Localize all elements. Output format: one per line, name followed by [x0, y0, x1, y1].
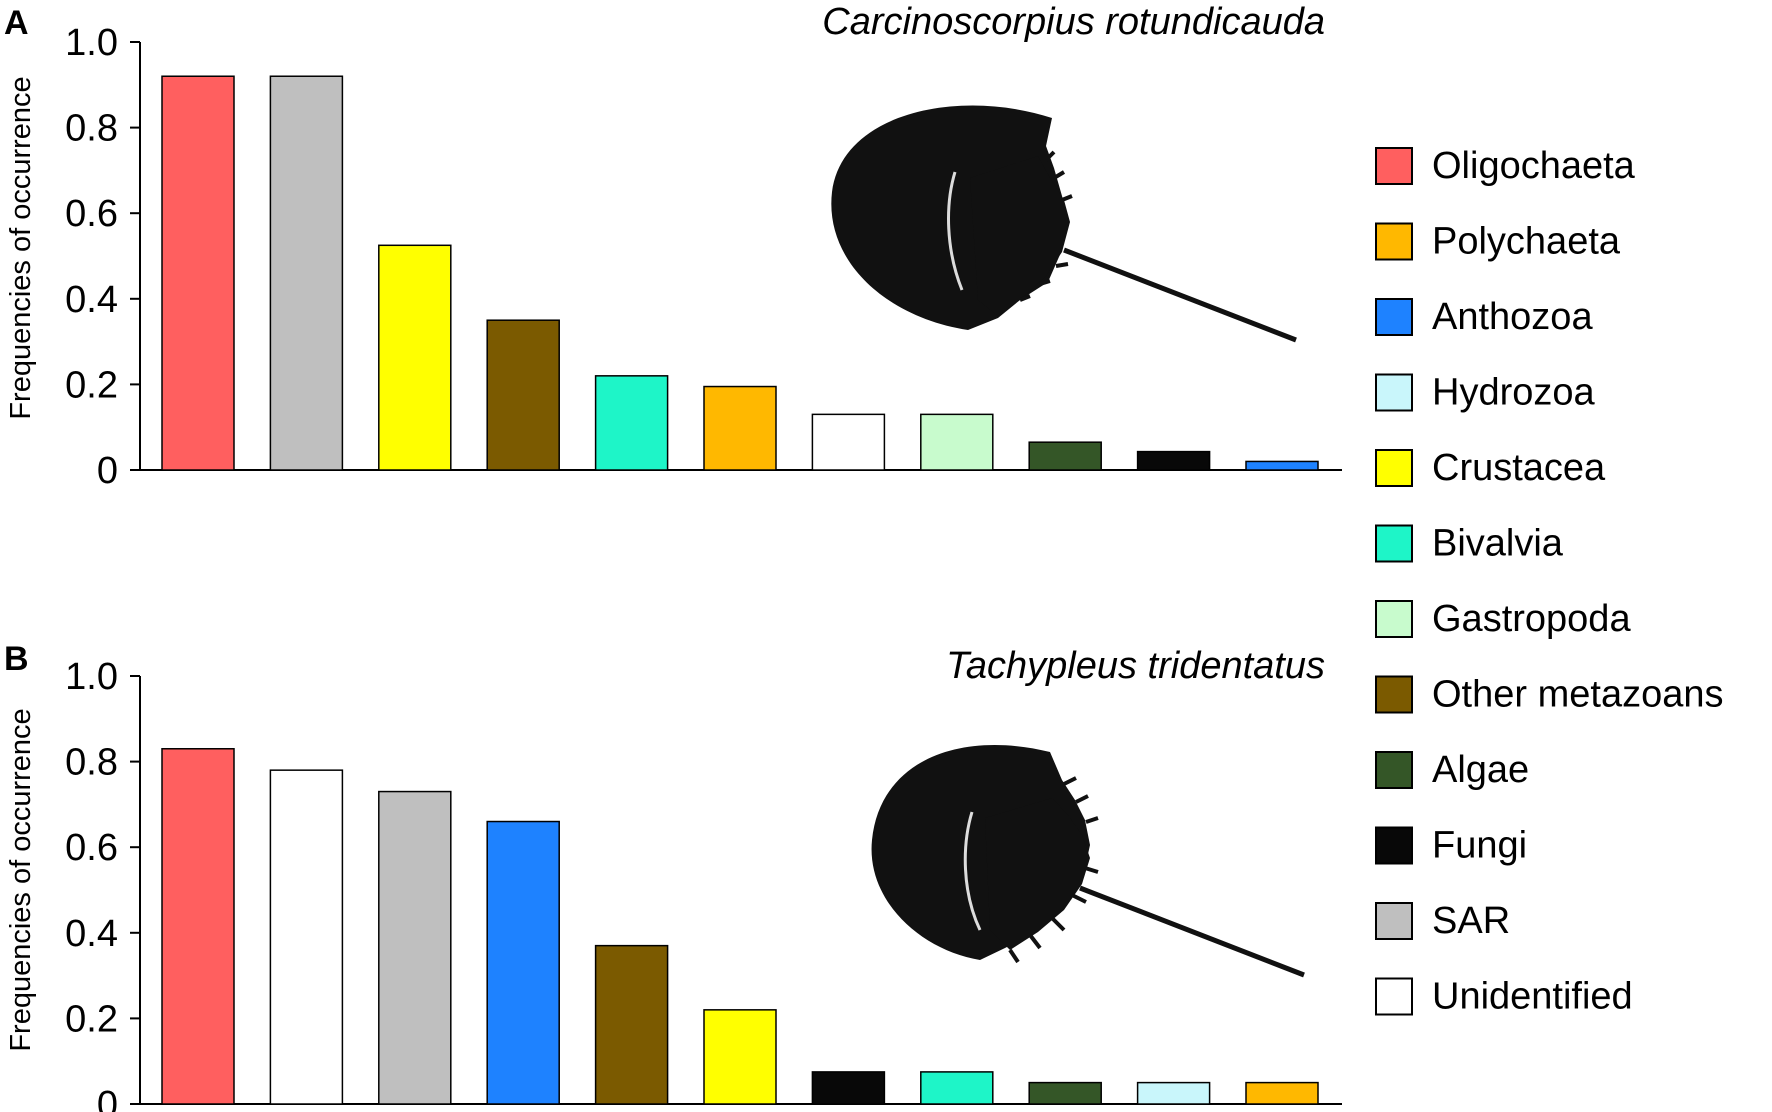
panel-a-bar-polychaeta: [703, 385, 777, 471]
panel-b-bar-sar: [378, 790, 452, 1105]
legend-swatch: [1375, 675, 1413, 714]
legend-label: Polychaeta: [1432, 221, 1621, 263]
panel-b-bar-fungi: [811, 1071, 886, 1105]
horseshoe-crab-a-illustration: [831, 105, 1297, 343]
legend-label: Crustacea: [1432, 447, 1606, 489]
legend-label: Gastropoda: [1432, 598, 1631, 640]
panel-b-bar-algae: [1028, 1081, 1102, 1105]
panel-a-title: Carcinoscorpius rotundicauda: [822, 1, 1325, 43]
panel-b-bar-other-metazoans: [594, 944, 669, 1105]
panel-a-y-tick-label: 0.2: [65, 364, 118, 406]
panel-b-bar-bivalvia: [920, 1071, 994, 1105]
legend-label: SAR: [1432, 900, 1510, 942]
panel-a-ylabel: Frequencies of occurrence: [5, 76, 37, 419]
legend-swatch: [1375, 902, 1413, 940]
panel-a-bar-other-metazoans: [486, 319, 560, 471]
panel-a-bar-fungi: [1136, 450, 1211, 471]
legend-swatch: [1375, 449, 1413, 487]
panel-a-bar-algae: [1028, 441, 1102, 471]
panel-b-bar-oligochaeta: [161, 748, 235, 1105]
legend-label: Bivalvia: [1432, 523, 1564, 565]
legend-swatch: [1375, 298, 1413, 336]
panel-b-y-tick-label: 0.6: [65, 827, 118, 869]
legend-swatch: [1375, 147, 1413, 185]
panel-a-bar-gastropoda: [920, 413, 994, 471]
legend-swatch: [1375, 222, 1413, 261]
panel-b-y-tick-label: 1.0: [65, 656, 118, 698]
legend-swatch: [1375, 977, 1413, 1016]
chart-marks: 0 0.2 0.4 0.6 0.8 1.0 0 0.2 0.4 0.6 0.8 1.0 Oligocha…: [65, 22, 1723, 1112]
panel-a-y-tick-label: 0: [97, 450, 118, 492]
panel-a-y-tick-label: 0.4: [65, 279, 118, 321]
panel-a-bar-crustacea: [378, 244, 452, 471]
panel-a-y-tick-label: 1.0: [65, 22, 118, 64]
legend-label: Unidentified: [1432, 976, 1633, 1018]
panel-b-y-tick-label: 0.4: [65, 913, 118, 955]
panel-b-ylabel: Frequencies of occurrence: [5, 708, 37, 1051]
legend-label: Anthozoa: [1432, 296, 1593, 338]
legend-label: Algae: [1432, 749, 1529, 791]
panel-b-bar-crustacea: [703, 1009, 777, 1105]
panel-b-bar-anthozoa: [486, 820, 560, 1105]
legend-swatch: [1375, 751, 1413, 789]
legend-swatch: [1375, 826, 1413, 865]
panel-a-bar-sar: [269, 75, 344, 471]
panel-b-y-tick-label: 0.2: [65, 998, 118, 1040]
legend-swatch: [1375, 524, 1413, 563]
panel-a-y-tick-label: 0.8: [65, 108, 118, 150]
panel-b-bar-hydrozoa: [1136, 1081, 1211, 1105]
legend-label: Fungi: [1432, 825, 1527, 867]
panel-b-letter: B: [4, 640, 29, 678]
panel-a-bar-unidentified: [811, 413, 886, 471]
legend-label: Other metazoans: [1432, 674, 1723, 716]
panel-a-bar-oligochaeta: [161, 75, 235, 471]
legend-swatch: [1375, 373, 1413, 412]
panel-b-bar-polychaeta: [1245, 1081, 1319, 1105]
panel-b-title: Tachypleus tridentatus: [946, 645, 1325, 687]
panel-b-bar-unidentified: [269, 769, 344, 1105]
panel-b-y-tick-label: 0: [97, 1084, 118, 1112]
panel-b-y-tick-label: 0.8: [65, 742, 118, 784]
panel-a-y-tick-label: 0.6: [65, 193, 118, 235]
horseshoe-crab-b-illustration: [871, 745, 1305, 978]
panel-a-bar-anthozoa: [1245, 460, 1319, 471]
legend-label: Hydrozoa: [1432, 372, 1595, 414]
legend-label: Oligochaeta: [1432, 145, 1636, 187]
panel-a-letter: A: [4, 4, 29, 42]
panel-a-bar-bivalvia: [594, 375, 669, 471]
legend-swatch: [1375, 600, 1413, 638]
